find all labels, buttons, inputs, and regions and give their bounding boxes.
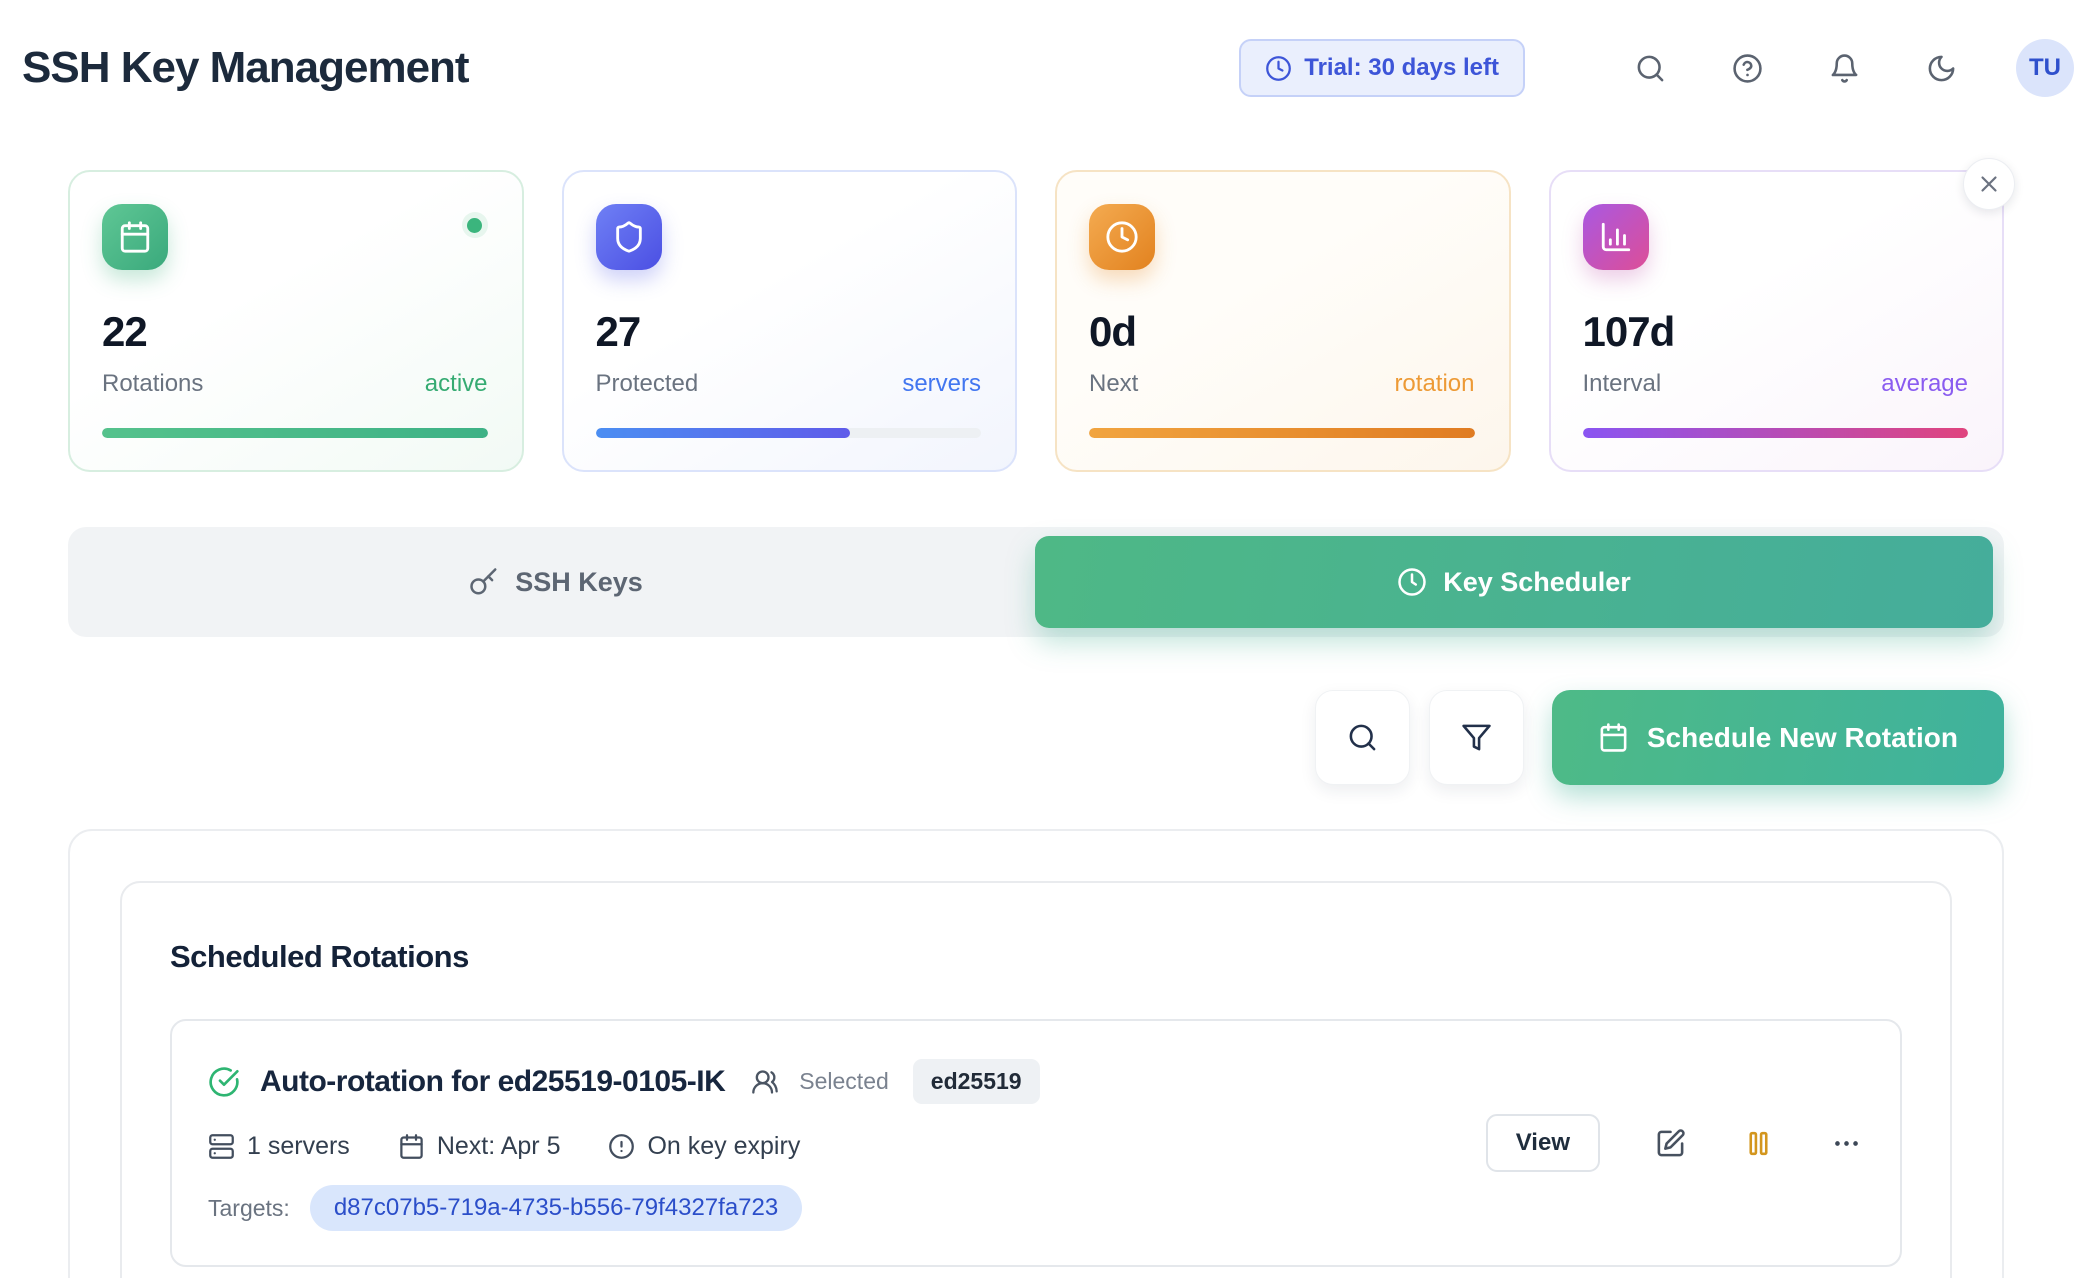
tab-ssh-keys[interactable]: SSH Keys bbox=[77, 536, 1035, 628]
search-icon bbox=[1349, 724, 1376, 751]
more-actions-button[interactable] bbox=[1828, 1125, 1864, 1161]
moon-icon bbox=[1928, 55, 1954, 81]
servers-meta: 1 servers bbox=[208, 1132, 350, 1161]
edit-icon bbox=[1657, 1128, 1685, 1156]
calendar-icon bbox=[1600, 723, 1627, 752]
stat-label: Interval bbox=[1582, 370, 1662, 397]
filter-icon bbox=[1462, 724, 1491, 751]
tab-label: SSH Keys bbox=[515, 566, 643, 597]
progress-fill bbox=[1582, 428, 1968, 438]
stat-card-rotations: 22 Rotations active bbox=[68, 170, 524, 472]
stat-value: 0d bbox=[1089, 308, 1137, 355]
next-date-meta: Next: Apr 5 bbox=[398, 1132, 561, 1161]
bell-icon bbox=[1831, 53, 1857, 83]
status-dot bbox=[461, 212, 488, 238]
app-header: SSH Key Management Trial: 30 days left T… bbox=[0, 0, 2088, 110]
search-icon bbox=[1637, 55, 1663, 81]
progress-fill bbox=[1089, 428, 1475, 438]
search-button[interactable] bbox=[1628, 46, 1672, 90]
clock-icon bbox=[1398, 568, 1426, 596]
trial-badge-label: Trial: 30 days left bbox=[1304, 54, 1499, 81]
stat-suffix: active bbox=[424, 370, 488, 397]
tab-bar: SSH Keys Key Scheduler bbox=[68, 527, 2004, 637]
stat-suffix: servers bbox=[902, 370, 981, 397]
clock-icon bbox=[1089, 204, 1155, 270]
stat-card-interval: 107d Interval average bbox=[1548, 170, 2004, 472]
progress-track bbox=[1582, 428, 1968, 438]
scheduled-rotations-card: Scheduled Rotations Auto-rotation for ed… bbox=[120, 881, 1952, 1278]
help-icon bbox=[1732, 53, 1762, 83]
stat-label: Rotations bbox=[102, 370, 204, 397]
scheduled-rotations-panel: Scheduled Rotations Auto-rotation for ed… bbox=[68, 829, 2004, 1278]
progress-track bbox=[595, 428, 981, 438]
users-icon bbox=[752, 1069, 779, 1094]
pause-icon bbox=[1748, 1131, 1768, 1155]
ellipsis-icon bbox=[1834, 1140, 1858, 1146]
stat-suffix: average bbox=[1881, 370, 1968, 397]
toolbar: Schedule New Rotation bbox=[68, 690, 2004, 785]
clock-icon bbox=[1266, 55, 1292, 81]
key-icon bbox=[470, 568, 497, 595]
progress-fill bbox=[102, 428, 488, 438]
stat-suffix: rotation bbox=[1394, 370, 1475, 397]
rotation-title: Auto-rotation for ed25519-0105-IK bbox=[260, 1064, 726, 1098]
stat-value: 107d bbox=[1582, 308, 1676, 355]
theme-toggle-button[interactable] bbox=[1919, 46, 1963, 90]
servers-label: 1 servers bbox=[247, 1132, 350, 1160]
next-date-label: Next: Apr 5 bbox=[436, 1132, 561, 1160]
calendar-icon bbox=[400, 1134, 423, 1159]
stat-label: Next bbox=[1089, 370, 1139, 397]
filter-button[interactable] bbox=[1428, 690, 1524, 785]
view-button[interactable]: View bbox=[1485, 1114, 1600, 1172]
stat-card-next-rotation: 0d Next rotation bbox=[1055, 170, 1511, 472]
avatar-initials: TU bbox=[2029, 54, 2061, 81]
tab-key-scheduler[interactable]: Key Scheduler bbox=[1035, 536, 1993, 628]
stat-value: 22 bbox=[102, 308, 148, 355]
edit-button[interactable] bbox=[1652, 1125, 1688, 1161]
shield-icon bbox=[595, 204, 662, 270]
page-title: SSH Key Management bbox=[22, 43, 470, 92]
alert-circle-icon bbox=[609, 1134, 635, 1159]
schedule-new-rotation-button[interactable]: Schedule New Rotation bbox=[1551, 690, 2004, 785]
bar-chart-icon bbox=[1582, 204, 1649, 270]
trigger-meta: On key expiry bbox=[608, 1132, 800, 1161]
search-button-toolbar[interactable] bbox=[1314, 690, 1410, 785]
avatar[interactable]: TU bbox=[2016, 39, 2074, 97]
check-circle-icon bbox=[209, 1066, 239, 1097]
notifications-button[interactable] bbox=[1822, 46, 1866, 90]
stat-label: Protected bbox=[595, 370, 699, 397]
tab-label: Key Scheduler bbox=[1443, 566, 1631, 597]
progress-track bbox=[1089, 428, 1475, 438]
progress-fill bbox=[595, 428, 850, 438]
trial-badge[interactable]: Trial: 30 days left bbox=[1239, 39, 1525, 97]
selected-label: Selected bbox=[799, 1068, 889, 1094]
rotation-item: Auto-rotation for ed25519-0105-IK Select… bbox=[170, 1019, 1902, 1267]
pause-button[interactable] bbox=[1740, 1125, 1776, 1161]
close-icon bbox=[1981, 176, 1997, 192]
close-button[interactable] bbox=[1963, 158, 2015, 210]
stat-card-protected: 27 Protected servers bbox=[561, 170, 1017, 472]
schedule-button-label: Schedule New Rotation bbox=[1646, 721, 1958, 753]
server-icon bbox=[209, 1134, 234, 1159]
progress-track bbox=[102, 428, 488, 438]
target-chip[interactable]: d87c07b5-719a-4735-b556-79f4327fa723 bbox=[309, 1185, 803, 1231]
help-button[interactable] bbox=[1725, 46, 1769, 90]
targets-label: Targets: bbox=[208, 1194, 290, 1221]
key-type-badge: ed25519 bbox=[912, 1059, 1040, 1104]
stats-row: 22 Rotations active 27 Protected servers… bbox=[68, 158, 2015, 472]
trigger-label: On key expiry bbox=[647, 1132, 801, 1160]
calendar-icon bbox=[102, 204, 168, 270]
panel-heading: Scheduled Rotations bbox=[170, 939, 469, 974]
stat-value: 27 bbox=[595, 308, 642, 355]
